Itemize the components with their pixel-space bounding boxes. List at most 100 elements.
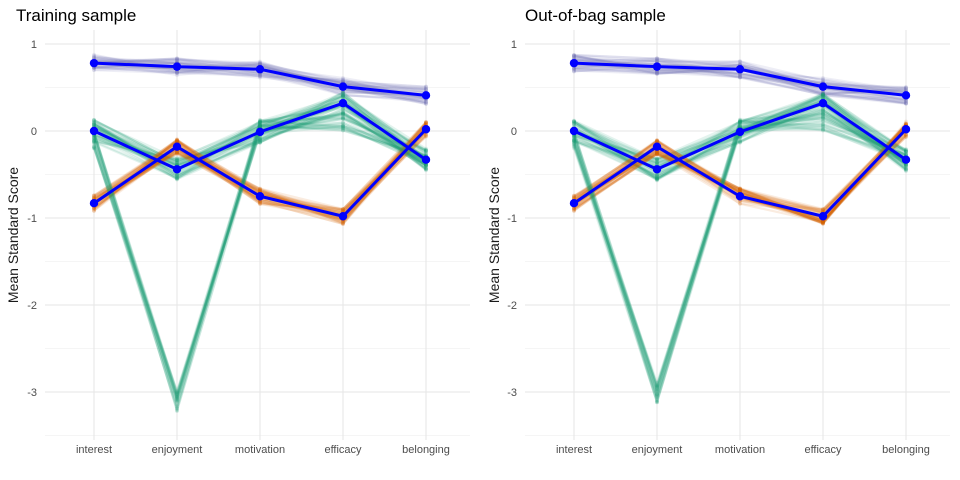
replicate-point	[258, 200, 262, 205]
replicate-point	[258, 140, 262, 145]
replicate-line	[573, 93, 907, 163]
replicate-point	[341, 91, 345, 96]
series-point	[735, 127, 745, 137]
mean-lines	[89, 58, 431, 221]
replicate-point	[655, 380, 659, 385]
replicate-point	[572, 193, 576, 198]
panel-1: 1 0 -1 -2 -3 interest enjoyment motivation effic…	[5, 6, 470, 456]
replicate-line	[573, 127, 907, 223]
replicate-point	[738, 72, 742, 77]
replicate-point	[572, 136, 576, 141]
replicate-point	[655, 139, 659, 144]
replicate-point	[572, 206, 576, 211]
replicate-point	[904, 85, 908, 90]
replicate-point	[655, 58, 659, 63]
replicate-point	[821, 109, 825, 114]
replicate-point	[738, 124, 742, 129]
replicate-point	[175, 70, 179, 75]
replicate-line	[93, 135, 427, 221]
replicate-line	[92, 114, 427, 398]
replicate-point	[904, 152, 908, 157]
replicate-point	[572, 207, 576, 212]
replicate-point	[821, 122, 825, 127]
replicate-point	[821, 221, 825, 226]
replicate-point	[92, 140, 96, 145]
replicate-point	[738, 124, 742, 129]
replicate-point	[738, 122, 742, 127]
replicate-point	[424, 166, 428, 171]
replicate-point	[341, 92, 345, 97]
replicate-point	[92, 67, 96, 72]
x-tick-label: motivation	[715, 444, 765, 456]
replicate-point	[655, 138, 659, 143]
replicate-point	[92, 145, 96, 150]
replicate-point	[341, 91, 345, 96]
replicate-line	[93, 109, 427, 170]
replicate-point	[175, 150, 179, 155]
replicate-point	[341, 128, 345, 133]
replicate-point	[341, 209, 345, 214]
replicate-point	[821, 221, 825, 226]
replicate-point	[92, 121, 96, 126]
replicate-point	[341, 207, 345, 212]
replicate-point	[904, 163, 908, 168]
replicate-point	[175, 156, 179, 161]
replicate-line	[93, 95, 427, 167]
replicate-line	[573, 124, 907, 225]
replicate-line	[573, 103, 907, 169]
replicate-point	[904, 98, 908, 103]
x-tick-label: interest	[76, 444, 112, 456]
series-point	[735, 192, 745, 201]
replicate-point	[904, 133, 908, 138]
replicate-point	[175, 160, 179, 165]
replicate-point	[258, 186, 262, 191]
replicate-point	[738, 120, 742, 125]
replicate-line	[573, 133, 907, 212]
replicate-point	[341, 109, 345, 114]
replicate-point	[572, 137, 576, 142]
replicate-point	[821, 114, 825, 119]
replicate-point	[175, 172, 179, 177]
replicate-point	[424, 100, 428, 105]
replicate-point	[821, 94, 825, 99]
replicate-point	[175, 174, 179, 179]
replicate-point	[341, 219, 345, 224]
replicate-point	[904, 152, 908, 157]
replicate-point	[175, 151, 179, 156]
replicate-point	[341, 111, 345, 116]
replicate-point	[175, 391, 179, 396]
replicate-point	[258, 73, 262, 78]
replicate-point	[821, 219, 825, 224]
replicate-point	[92, 120, 96, 125]
replicate-point	[572, 67, 576, 72]
replicate-point	[424, 120, 428, 125]
replicate-point	[904, 149, 908, 154]
series-point	[421, 155, 431, 164]
series-point	[89, 126, 99, 136]
replicate-point	[175, 157, 179, 162]
replicate-point	[175, 158, 179, 163]
replicate-point	[904, 101, 908, 106]
replicate-point	[655, 389, 659, 394]
replicate-point	[572, 53, 576, 58]
replicate-point	[572, 69, 576, 74]
replicate-point	[572, 141, 576, 146]
replicate-point	[572, 134, 576, 139]
replicate-point	[821, 76, 825, 81]
replicate-line	[573, 64, 907, 104]
replicate-point	[572, 206, 576, 211]
y-tick-label: -1	[27, 213, 37, 225]
replicate-point	[572, 195, 576, 200]
replicate-point	[175, 172, 179, 177]
replicate-point	[655, 176, 659, 181]
replicate-line	[93, 124, 427, 215]
replicate-point	[655, 151, 659, 156]
replicate-point	[655, 71, 659, 76]
replicate-point	[341, 112, 345, 117]
replicate-point	[904, 167, 908, 172]
replicate-point	[341, 124, 345, 129]
replicate-point	[655, 71, 659, 76]
replicate-point	[821, 111, 825, 116]
replicate-point	[821, 207, 825, 212]
replicate-point	[175, 150, 179, 155]
